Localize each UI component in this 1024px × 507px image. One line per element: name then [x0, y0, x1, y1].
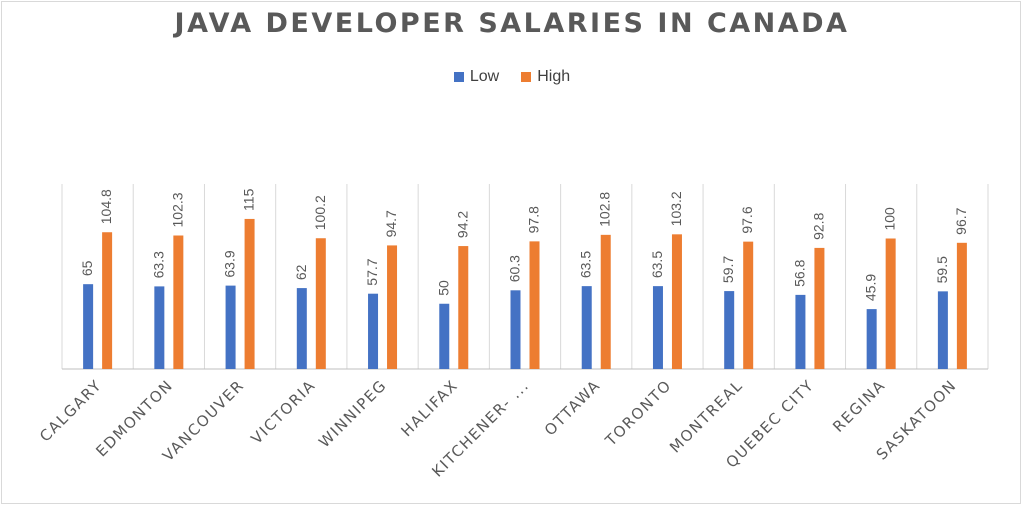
bar-high	[102, 232, 113, 369]
data-label-low: 59.5	[934, 256, 950, 283]
bar-low	[154, 286, 165, 369]
data-label-high: 96.7	[953, 207, 969, 234]
bar-low	[368, 293, 379, 369]
data-label-high: 94.7	[383, 210, 399, 237]
data-label-high: 115	[241, 188, 257, 211]
bar-low	[652, 286, 663, 369]
category-tick-label: CALGARY	[36, 376, 105, 445]
legend-swatch-high	[521, 72, 532, 82]
bar-low	[795, 294, 806, 369]
bar-high	[315, 238, 326, 369]
data-label-low: 63.9	[222, 250, 238, 277]
chart-title: JAVA DEVELOPER SALARIES IN CANADA	[174, 8, 850, 39]
data-label-low: 60.3	[507, 255, 523, 282]
data-label-high: 103.2	[668, 191, 684, 226]
data-label-low: 65	[79, 260, 95, 276]
bar-low	[225, 285, 236, 369]
bar-high	[814, 247, 825, 369]
category-tick-label: OTTAWA	[541, 376, 604, 439]
data-label-high: 97.8	[526, 206, 542, 233]
bar-high	[173, 235, 184, 369]
category-tick-label: REGINA	[829, 376, 889, 436]
bar-high	[387, 245, 398, 369]
category-tick-label: WINNIPEG	[315, 376, 390, 451]
data-label-low: 62	[293, 264, 309, 280]
bar-high	[600, 234, 611, 369]
legend-label-low: Low	[469, 68, 500, 85]
bar-low	[724, 291, 735, 369]
data-label-high: 104.8	[98, 189, 114, 224]
legend-label-high: High	[537, 68, 571, 85]
data-label-low: 57.7	[364, 258, 380, 285]
data-label-high: 92.8	[810, 212, 826, 239]
category-tick-label: HALIFAX	[398, 376, 462, 440]
category-tick-label: TORONTO	[601, 376, 675, 450]
bar-low	[83, 284, 94, 369]
bar-high	[885, 238, 896, 369]
category-tick-label: VICTORIA	[248, 376, 320, 448]
bar-low	[581, 286, 592, 369]
bar-high	[743, 241, 754, 369]
legend-item-low: Low	[453, 68, 500, 86]
data-label-low: 63.3	[150, 251, 166, 278]
legend-item-high: High	[521, 68, 570, 86]
category-tick-label: MONTREAL	[666, 376, 746, 456]
data-label-high: 100	[882, 207, 898, 231]
data-label-high: 97.6	[739, 206, 755, 233]
bar-low	[296, 288, 307, 369]
data-label-high: 102.8	[597, 192, 613, 227]
bar-high	[244, 218, 255, 369]
data-label-low: 45.9	[863, 274, 879, 301]
bar-low	[510, 290, 521, 369]
data-label-high: 100.2	[312, 195, 328, 230]
data-label-low: 59.7	[720, 256, 736, 283]
legend-swatch-low	[453, 72, 464, 82]
bar-high	[671, 234, 682, 369]
bar-low	[439, 303, 450, 369]
data-label-high: 102.3	[169, 192, 185, 227]
chart-legend: Low High	[0, 68, 1024, 86]
data-label-low: 63.5	[578, 251, 594, 278]
bar-high	[529, 241, 540, 369]
bar-low	[937, 291, 948, 369]
data-label-low: 50	[435, 280, 451, 296]
data-label-low: 56.8	[791, 259, 807, 286]
bar-low	[866, 309, 877, 369]
bar-high	[956, 242, 967, 369]
bar-high	[458, 246, 469, 369]
data-label-low: 63.5	[649, 251, 665, 278]
data-label-high: 94.2	[454, 211, 470, 238]
